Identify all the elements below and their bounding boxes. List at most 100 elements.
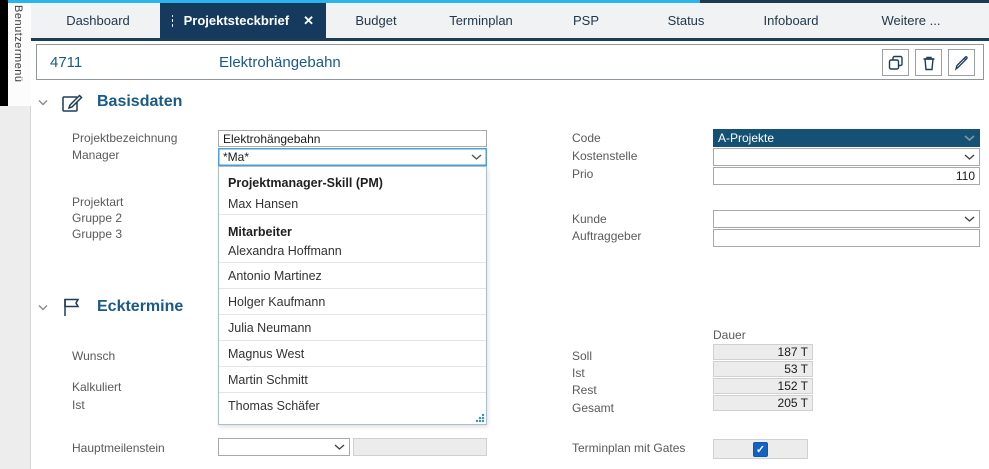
tab-terminplan[interactable]: Terminplan [426, 3, 536, 38]
chevron-down-icon[interactable] [38, 99, 48, 106]
tab-bar-underline [31, 38, 989, 41]
label-terminplan-gates: Terminplan mit Gates [572, 441, 686, 455]
user-menu-sidebar: Benutzermenü [0, 0, 31, 469]
project-header: 4711 Elektrohängebahn [36, 44, 984, 80]
project-title: Elektrohängebahn [219, 53, 341, 71]
gesamt-dauer-value: 205 T [777, 396, 808, 410]
terminplan-gates-checkbox[interactable]: ✓ [753, 441, 768, 457]
hamburger-icon[interactable] [172, 14, 173, 27]
tab-dashboard[interactable]: Dashboard [36, 3, 160, 38]
copy-button[interactable] [882, 49, 909, 76]
flag-icon [61, 296, 85, 318]
ist-dauer-field: 53 T [713, 361, 813, 377]
chevron-down-icon[interactable] [38, 304, 48, 311]
manager-dropdown-list: Projektmanager-Skill (PM) Max Hansen Mit… [218, 166, 487, 425]
dropdown-item[interactable]: Julia Neumann [219, 314, 486, 340]
projektbezeichnung-value: Elektrohängebahn [223, 131, 321, 146]
chevron-down-icon[interactable] [334, 444, 345, 450]
prio-input[interactable]: 110 [713, 167, 980, 185]
soll-dauer-value: 187 T [777, 345, 808, 359]
label-kalkuliert: Kalkuliert [72, 380, 122, 394]
dropdown-item[interactable]: Martin Schmitt [219, 366, 486, 392]
label-ist-dauer: Ist [572, 366, 585, 380]
resize-handle-icon[interactable] [475, 413, 485, 423]
tab-weitere-label: Weitere ... [881, 13, 941, 28]
tab-projektsteckbrief-label: Projektsteckbrief [183, 13, 290, 28]
label-rest: Rest [572, 383, 597, 397]
kunde-select[interactable] [713, 210, 980, 228]
dropdown-group-header: Projektmanager-Skill (PM) [228, 176, 383, 190]
label-soll: Soll [572, 349, 593, 363]
tab-psp-label: PSP [572, 13, 599, 28]
project-id: 4711 [50, 53, 83, 71]
edit-square-icon [61, 91, 85, 113]
label-code: Code [572, 131, 601, 145]
tab-budget-label: Budget [355, 13, 397, 28]
dropdown-item[interactable]: Antonio Martinez [219, 262, 486, 288]
tab-budget[interactable]: Budget [326, 3, 426, 38]
dropdown-item[interactable]: Alexandra Hoffmann [228, 244, 342, 258]
tab-dashboard-label: Dashboard [66, 13, 130, 28]
code-select[interactable]: A-Projekte [713, 129, 980, 147]
label-dauer: Dauer [713, 328, 746, 342]
dropdown-item[interactable]: Max Hansen [219, 193, 486, 215]
copy-icon [888, 55, 904, 71]
label-manager: Manager [72, 148, 120, 162]
chevron-down-icon[interactable] [964, 135, 975, 141]
dropdown-item[interactable]: Holger Kaufmann [219, 288, 486, 314]
dropdown-group-header: Mitarbeiter [228, 225, 292, 239]
check-icon: ✓ [755, 443, 766, 456]
tab-status[interactable]: Status [636, 3, 736, 38]
chevron-down-icon[interactable] [964, 216, 975, 222]
label-gruppe3: Gruppe 3 [72, 227, 123, 241]
tab-status-label: Status [667, 13, 705, 28]
tab-terminplan-label: Terminplan [449, 13, 513, 28]
project-header-actions [882, 49, 975, 76]
user-menu-label: Benutzermenü [12, 5, 24, 83]
main-content: 4711 Elektrohängebahn [32, 41, 989, 469]
chevron-down-icon[interactable] [471, 154, 482, 160]
user-menu-handle[interactable]: Benutzermenü [8, 0, 31, 106]
tab-projektsteckbrief[interactable]: Projektsteckbrief ✕ [160, 3, 326, 38]
trash-icon [921, 55, 937, 71]
sidebar-black-bar [0, 0, 8, 106]
rest-dauer-field: 152 T [713, 378, 813, 394]
dropdown-group-gap [219, 215, 486, 223]
close-tab-icon[interactable]: ✕ [303, 12, 314, 28]
label-gruppe2: Gruppe 2 [72, 211, 123, 225]
kostenstelle-select[interactable] [713, 148, 980, 166]
delete-button[interactable] [915, 49, 942, 76]
soll-dauer-field: 187 T [713, 344, 813, 360]
code-value: A-Projekte [718, 131, 775, 145]
label-prio: Prio [572, 167, 594, 181]
section-basisdaten: Basisdaten [38, 91, 182, 113]
label-auftraggeber: Auftraggeber [572, 229, 642, 243]
tab-psp[interactable]: PSP [536, 3, 636, 38]
auftraggeber-input[interactable] [713, 229, 980, 247]
prio-value: 110 [955, 169, 975, 183]
label-kunde: Kunde [572, 212, 607, 226]
tab-infoboard[interactable]: Infoboard [736, 3, 846, 38]
label-gesamt: Gesamt [572, 401, 615, 415]
tab-bar: Dashboard Projektsteckbrief ✕ Budget Ter… [31, 3, 989, 38]
label-ist: Ist [72, 398, 85, 412]
edit-button[interactable] [948, 49, 975, 76]
section-ecktermine: Ecktermine [38, 296, 183, 318]
tab-infoboard-label: Infoboard [763, 13, 819, 28]
manager-filter-value: *Ma* [223, 150, 250, 164]
label-projektart: Projektart [72, 195, 124, 209]
dropdown-item[interactable]: Thomas Schäfer [219, 392, 486, 418]
rest-dauer-value: 152 T [777, 379, 808, 393]
hauptmeilenstein-select[interactable] [218, 438, 350, 456]
label-hauptmeilenstein: Hauptmeilenstein [72, 441, 165, 455]
projektbezeichnung-input[interactable]: Elektrohängebahn [218, 130, 487, 147]
manager-combobox[interactable]: *Ma* [218, 148, 487, 166]
ist-dauer-value: 53 T [784, 362, 808, 376]
chevron-down-icon[interactable] [964, 154, 975, 160]
tab-weitere[interactable]: Weitere ... [846, 3, 976, 38]
hauptmeilenstein-date-field [353, 438, 487, 456]
gesamt-dauer-field: 205 T [713, 395, 813, 411]
label-kostenstelle: Kostenstelle [572, 149, 638, 163]
top-accent-blue [8, 0, 700, 3]
dropdown-item[interactable]: Magnus West [219, 340, 486, 366]
